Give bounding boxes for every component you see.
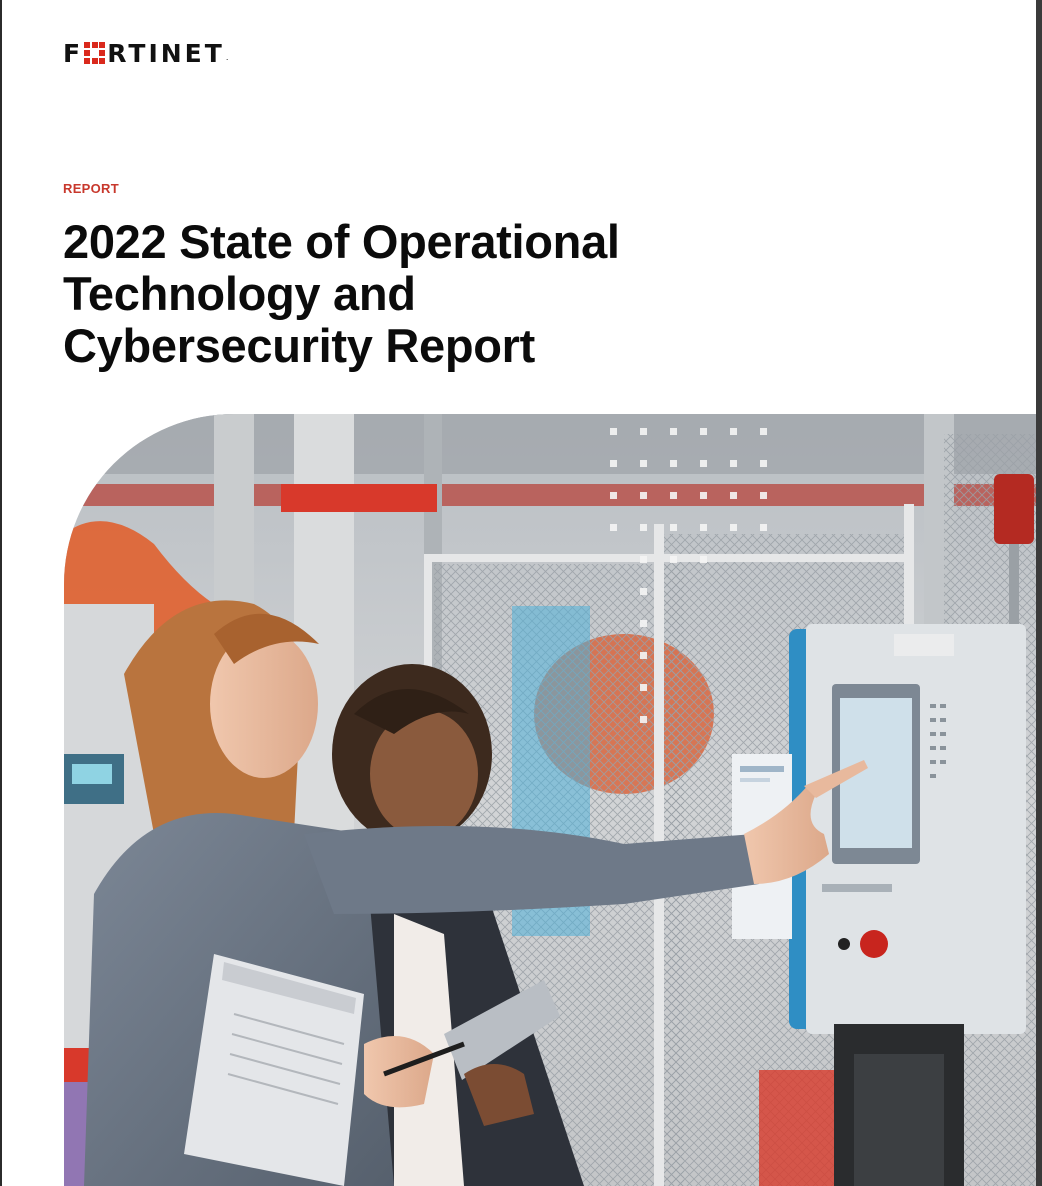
logo-letters: RTINET (107, 38, 225, 68)
right-border (1036, 0, 1042, 1186)
title-line-3: Cybersecurity Report (63, 319, 535, 372)
cover-photo-illustration (64, 414, 1036, 1186)
logo-grid-o-icon (84, 42, 106, 64)
left-border (0, 0, 2, 1186)
report-title: 2022 State of Operational Technology and… (63, 216, 823, 372)
title-line-2: Technology and (63, 267, 416, 320)
logo-letter-f: F (63, 38, 84, 68)
logo-registered-mark: . (225, 53, 229, 62)
title-line-1: 2022 State of Operational (63, 215, 620, 268)
fortinet-logo: F RTINET . (63, 38, 229, 68)
report-eyebrow: REPORT (63, 181, 119, 196)
cover-photo (64, 414, 1036, 1186)
